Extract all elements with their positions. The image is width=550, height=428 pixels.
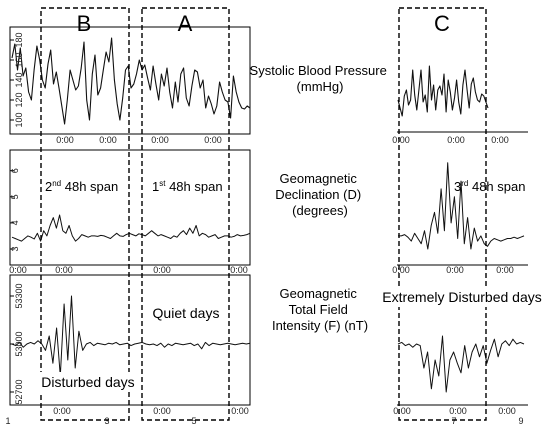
dec-left-xtick-label: 0:00 [55,265,73,275]
bp-title: Systolic Blood Pressure (mmHg) [250,63,391,94]
span-label-b: 2nd 48h span [45,179,118,194]
bp-right-xtick-label: 0:00 [392,135,410,145]
bp-left-series-line [11,37,251,125]
tot-title-line2: Total Field [289,302,348,317]
dec-left-series-line [11,214,251,242]
extreme-days-label: Extremely Disturbed days [382,289,542,305]
day-number-label: 9 [518,416,523,426]
dec-left-ytick-label: 5 [10,194,20,199]
span-b-rest: 48h span [61,179,118,194]
bp-left-ytick-label: 100 [14,112,24,127]
dec-title-line3: (degrees) [292,203,348,218]
quiet-days-label: Quiet days [153,305,220,321]
day-number-label: 7 [451,416,456,426]
dec-left-ytick-label: 3 [10,246,20,251]
dec-left-xtick-label: 0:00 [9,265,27,275]
bp-left-ytick-label: 160 [14,52,24,67]
tot-title-line1: Geomagnetic [280,286,358,301]
day-number-label: 1 [5,416,10,426]
tot-left-ytick-label: 53000 [14,331,24,356]
tot-title: Geomagnetic Total Field Intensity (F) (n… [272,286,368,333]
span-b-num: 2 [45,179,52,194]
bp-left-ytick-label: 140 [14,72,24,87]
dec-right-xtick-label: 0:00 [392,265,410,275]
bp-title-line1: Systolic Blood Pressure [250,63,387,78]
tot-left-xtick-label: 0:00 [153,406,171,416]
tot-right-series-line [397,335,525,393]
tot-right-xtick-label: 0:00 [498,406,516,416]
bp-left-xtick-label: 0:00 [56,135,74,145]
tot-left-series-line [11,295,251,377]
bp-right-xtick-label: 0:00 [447,135,465,145]
tot-left-xtick-label: 0:00 [53,406,71,416]
tot-left-ytick-label: 52700 [14,379,24,404]
tot-left-frame [9,274,251,406]
dec-title-line1: Geomagnetic [280,171,358,186]
span-c-sup: rd [461,179,468,188]
span-label-a: 1st 48h span [152,179,223,194]
bp-right-series-line [397,65,489,117]
section-letter-b: B [77,11,92,36]
bp-left-ytick-label: 180 [14,32,24,47]
tot-right-xtick-label: 0:00 [393,406,411,416]
span-c-num: 3 [454,179,461,194]
dec-title: Geomagnetic Declination (D) (degrees) [275,171,365,218]
dec-title-line2: Declination (D) [275,187,361,202]
dec-left-ytick-label: 4 [10,220,20,225]
dec-left-xtick-label: 0:00 [153,265,171,275]
bp-left-xtick-label: 0:00 [99,135,117,145]
span-a-num: 1 [152,179,159,194]
bp-right-xtick-label: 0:00 [491,135,509,145]
tot-left-xtick-label: 0:00 [231,406,249,416]
tot-right-xtick-label: 0:00 [449,406,467,416]
section-box-a [141,7,230,421]
dec-right-series-line [398,162,525,250]
extreme-label-bg [378,287,546,307]
span-c-rest: 48h span [468,179,525,194]
section-letter-a: A [178,11,193,36]
bp-left-xtick-label: 0:00 [204,135,222,145]
ticks-layer: 100 120 140 160 180 3 4 5 6 52700 53000 53300 0:00 0:… [5,32,523,426]
span-a-rest: 48h span [165,179,222,194]
day-number-label: 3 [104,416,109,426]
section-box-b [40,7,130,421]
section-box-c [398,7,487,421]
span-label-c: 3rd 48h span [454,179,525,194]
day-number-label: 5 [191,416,196,426]
span-b-sup: nd [52,179,61,188]
tot-left-ytick-label: 53300 [14,283,24,308]
dec-left-ytick-label: 6 [10,168,20,173]
bp-left-xtick-label: 0:00 [151,135,169,145]
disturbed-days-label: Disturbed days [41,374,134,390]
section-letter-c: C [434,11,450,36]
disturbed-label-bg [38,372,138,392]
series-layer [11,37,525,393]
tot-title-line3: Intensity (F) (nT) [272,318,368,333]
bp-left-ytick-label: 120 [14,92,24,107]
quiet-label-bg [148,303,226,323]
dec-left-xtick-label: 0:00 [230,265,248,275]
dec-right-xtick-label: 0:00 [446,265,464,275]
bp-title-line2: (mmHg) [297,79,344,94]
dec-left-frame [9,149,251,266]
span-a-sup: st [159,179,166,188]
dec-right-xtick-label: 0:00 [496,265,514,275]
